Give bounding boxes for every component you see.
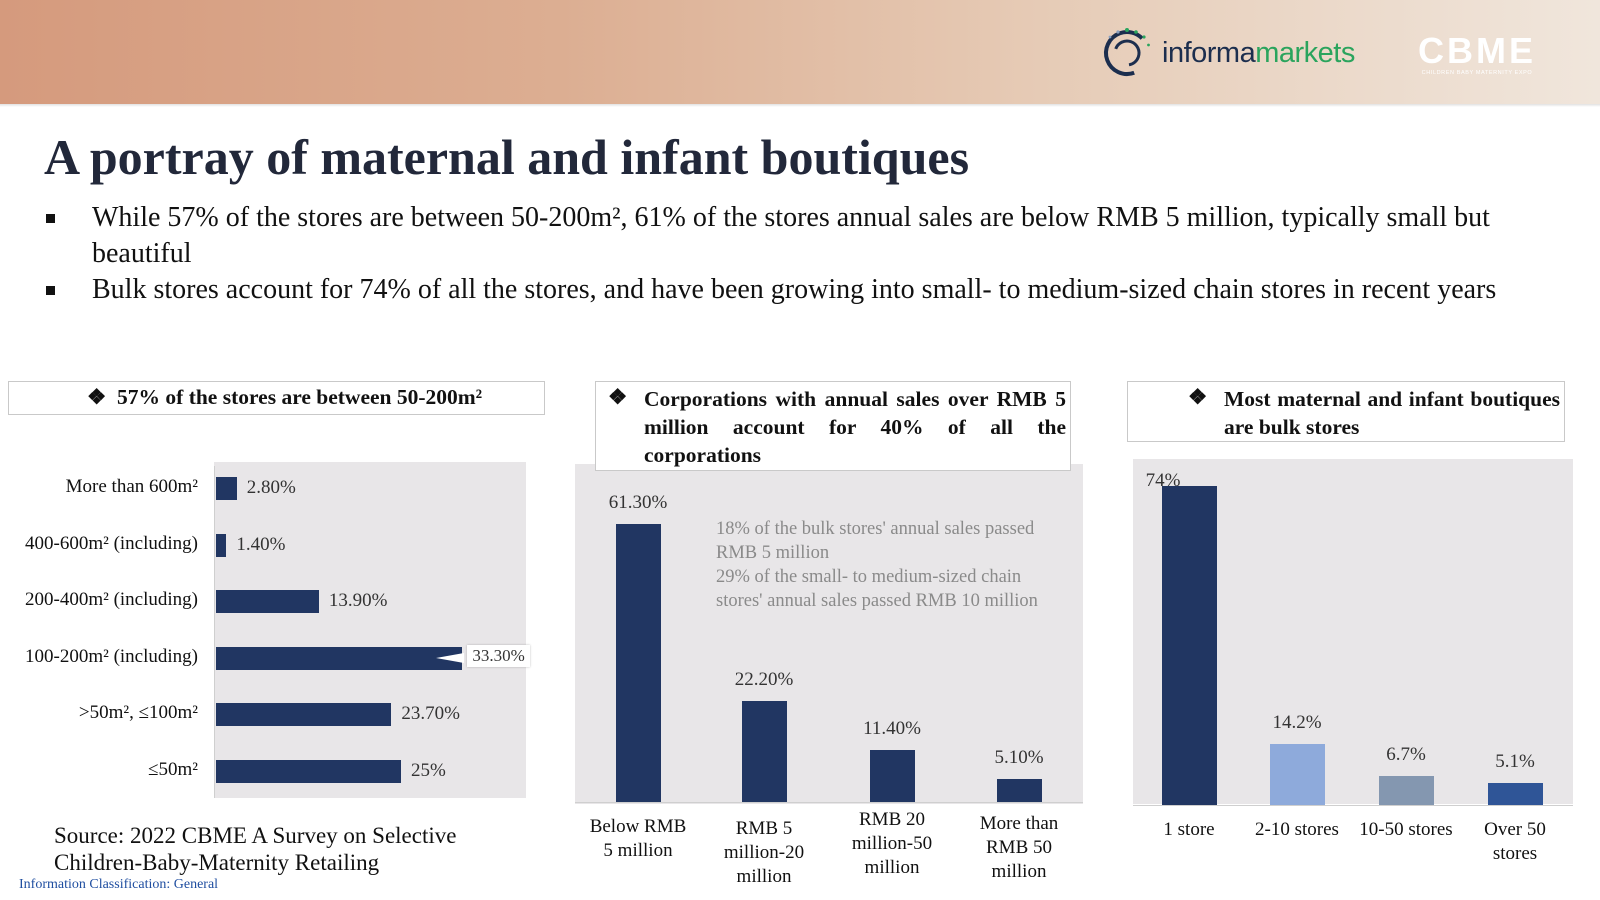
chart1-category-label: 100-200m² (including) [25,645,198,667]
chart3-bar [1161,486,1217,805]
annotation-line: 29% of the small- to medium-sized chain [716,567,1022,587]
chart3-category-label: Over 50 stores [1484,819,1546,864]
chart1-data-label: 23.70% [401,703,460,724]
page-title: A portray of maternal and infant boutiqu… [44,129,970,185]
informa-ring-icon [1104,28,1150,76]
diamond-bullet-icon: ❖ [1188,385,1208,409]
chart3-category-label: 2-10 stores [1255,819,1339,840]
chart2-category-label: RMB 20 million-50 million [851,809,933,878]
chart1-y-axis [214,466,215,798]
chart2-category-label: Below RMB 5 million [589,816,687,861]
chart3-data-label: 74% [1145,470,1181,491]
source-note: Source: 2022 CBME A Survey on Selective … [54,823,457,875]
chart2-category-label: RMB 5 million-20 million [723,818,805,887]
header-banner: informamarkets CBME CHILDREN BABY MATERN… [0,0,1600,107]
cbme-logo-text: CBME [1418,30,1536,71]
cbme-logo: CBME CHILDREN BABY MATERNITY EXPO [1412,30,1542,77]
diamond-bullet-icon: ❖ [87,385,107,409]
chart1-category-label: More than 600m² [65,476,198,497]
chart1-category-label: 400-600m² (including) [25,532,198,554]
logo-informa-text: informa [1162,36,1256,69]
chart2-category-label: More than RMB 50 million [979,813,1059,882]
logo-markets-text: markets [1255,36,1355,69]
chart1-bar [216,646,463,670]
chart2-bar [615,523,661,802]
annotation-line: 18% of the bulk stores' annual sales pas… [716,519,1035,539]
chart3-bar [1378,776,1434,805]
chart3-category-label: 10-50 stores [1359,819,1453,840]
chart1-heading: 57% of the stores are between 50-200m² [117,385,483,409]
diamond-bullet-icon: ❖ [608,385,628,409]
chart2-heading-box: ❖ Corporations with annual sales over RM… [595,381,1071,471]
annotation-line: RMB 5 million [716,543,830,563]
chart2-bar [741,701,787,802]
chart2-data-label: 61.30% [608,491,668,513]
chart1-bar [216,533,227,557]
chart3-bar [1487,783,1543,805]
chart2-annotation: 18% of the bulk stores' annual sales pas… [716,517,1096,613]
chart2-x-axis [575,802,1083,803]
chart1-data-label: 25% [411,759,446,781]
chart1-data-label: 13.90% [328,590,388,611]
chart2-bar [869,750,915,802]
chart3-x-axis [1133,805,1573,806]
bullet-text: While 57% of the stores are between 50-2… [92,202,1490,269]
chart1-bar [216,590,319,613]
chart1-category-label: >50m², ≤100m² [78,702,198,723]
chart1-data-label: 1.40% [236,533,286,555]
chart2-data-label: 22.20% [734,669,794,691]
annotation-line: stores' annual sales passed RMB 10 milli… [716,591,1038,611]
chart1-heading-box: ❖ 57% of the stores are between 50-200m² [8,381,545,415]
chart2-data-label: 11.40% [863,718,921,740]
chart1-plot-area [214,462,526,798]
chart1-callout-pointer [436,652,465,663]
chart3-data-label: 5.1% [1495,751,1535,772]
chart3-category-label: 1 store [1163,819,1215,840]
cbme-logo-subtext: CHILDREN BABY MATERNITY EXPO [1421,70,1533,76]
chart3-data-label: 6.7% [1386,744,1426,766]
chart1-bar [216,759,401,783]
chart2-bar [996,778,1042,802]
chart1-bar [216,703,392,726]
chart3-heading-box: ❖ Most maternal and infant boutiques are… [1127,381,1565,442]
chart2-data-label: 5.10% [994,746,1044,768]
chart3-data-label: 14.2% [1272,711,1322,733]
chart1-bar [216,477,237,500]
chart1-data-label: 2.80% [246,477,296,498]
chart1-category-label: ≤50m² [148,758,198,780]
bullet-marker [46,214,55,223]
chart1-data-label: 33.30% [467,644,530,667]
chart2-heading: Corporations with annual sales over RMB … [644,387,1066,467]
informa-markets-logo: informamarkets [1100,26,1355,80]
chart1-category-label: 200-400m² (including) [25,589,198,610]
chart3-heading: Most maternal and infant boutiques are b… [1224,387,1560,439]
bullet-text: Bulk stores account for 74% of all the s… [92,274,1497,305]
classification-label: Information Classification: General [19,877,219,892]
bullet-marker [46,286,55,295]
chart3-bar [1269,743,1325,805]
